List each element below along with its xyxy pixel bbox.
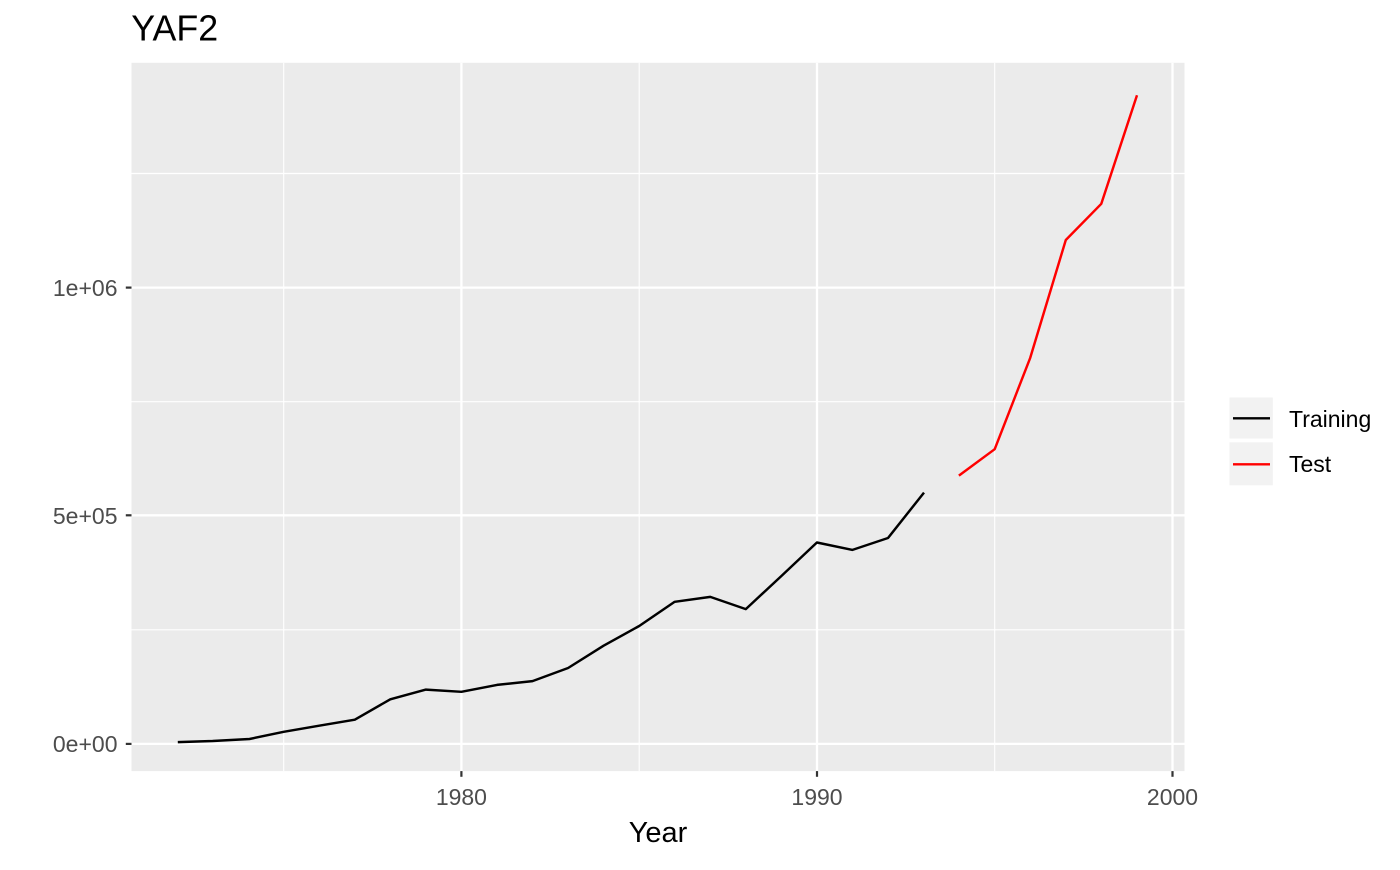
svg-text:1e+06: 1e+06 (53, 275, 118, 301)
svg-text:0e+00: 0e+00 (53, 731, 118, 757)
svg-text:Year: Year (629, 817, 688, 849)
svg-text:1990: 1990 (791, 784, 842, 810)
svg-text:Test: Test (1289, 451, 1332, 477)
svg-text:2000: 2000 (1147, 784, 1198, 810)
svg-text:YAF2: YAF2 (131, 9, 218, 49)
svg-text:Training: Training (1289, 406, 1371, 432)
svg-text:1980: 1980 (436, 784, 487, 810)
svg-text:5e+05: 5e+05 (53, 503, 118, 529)
